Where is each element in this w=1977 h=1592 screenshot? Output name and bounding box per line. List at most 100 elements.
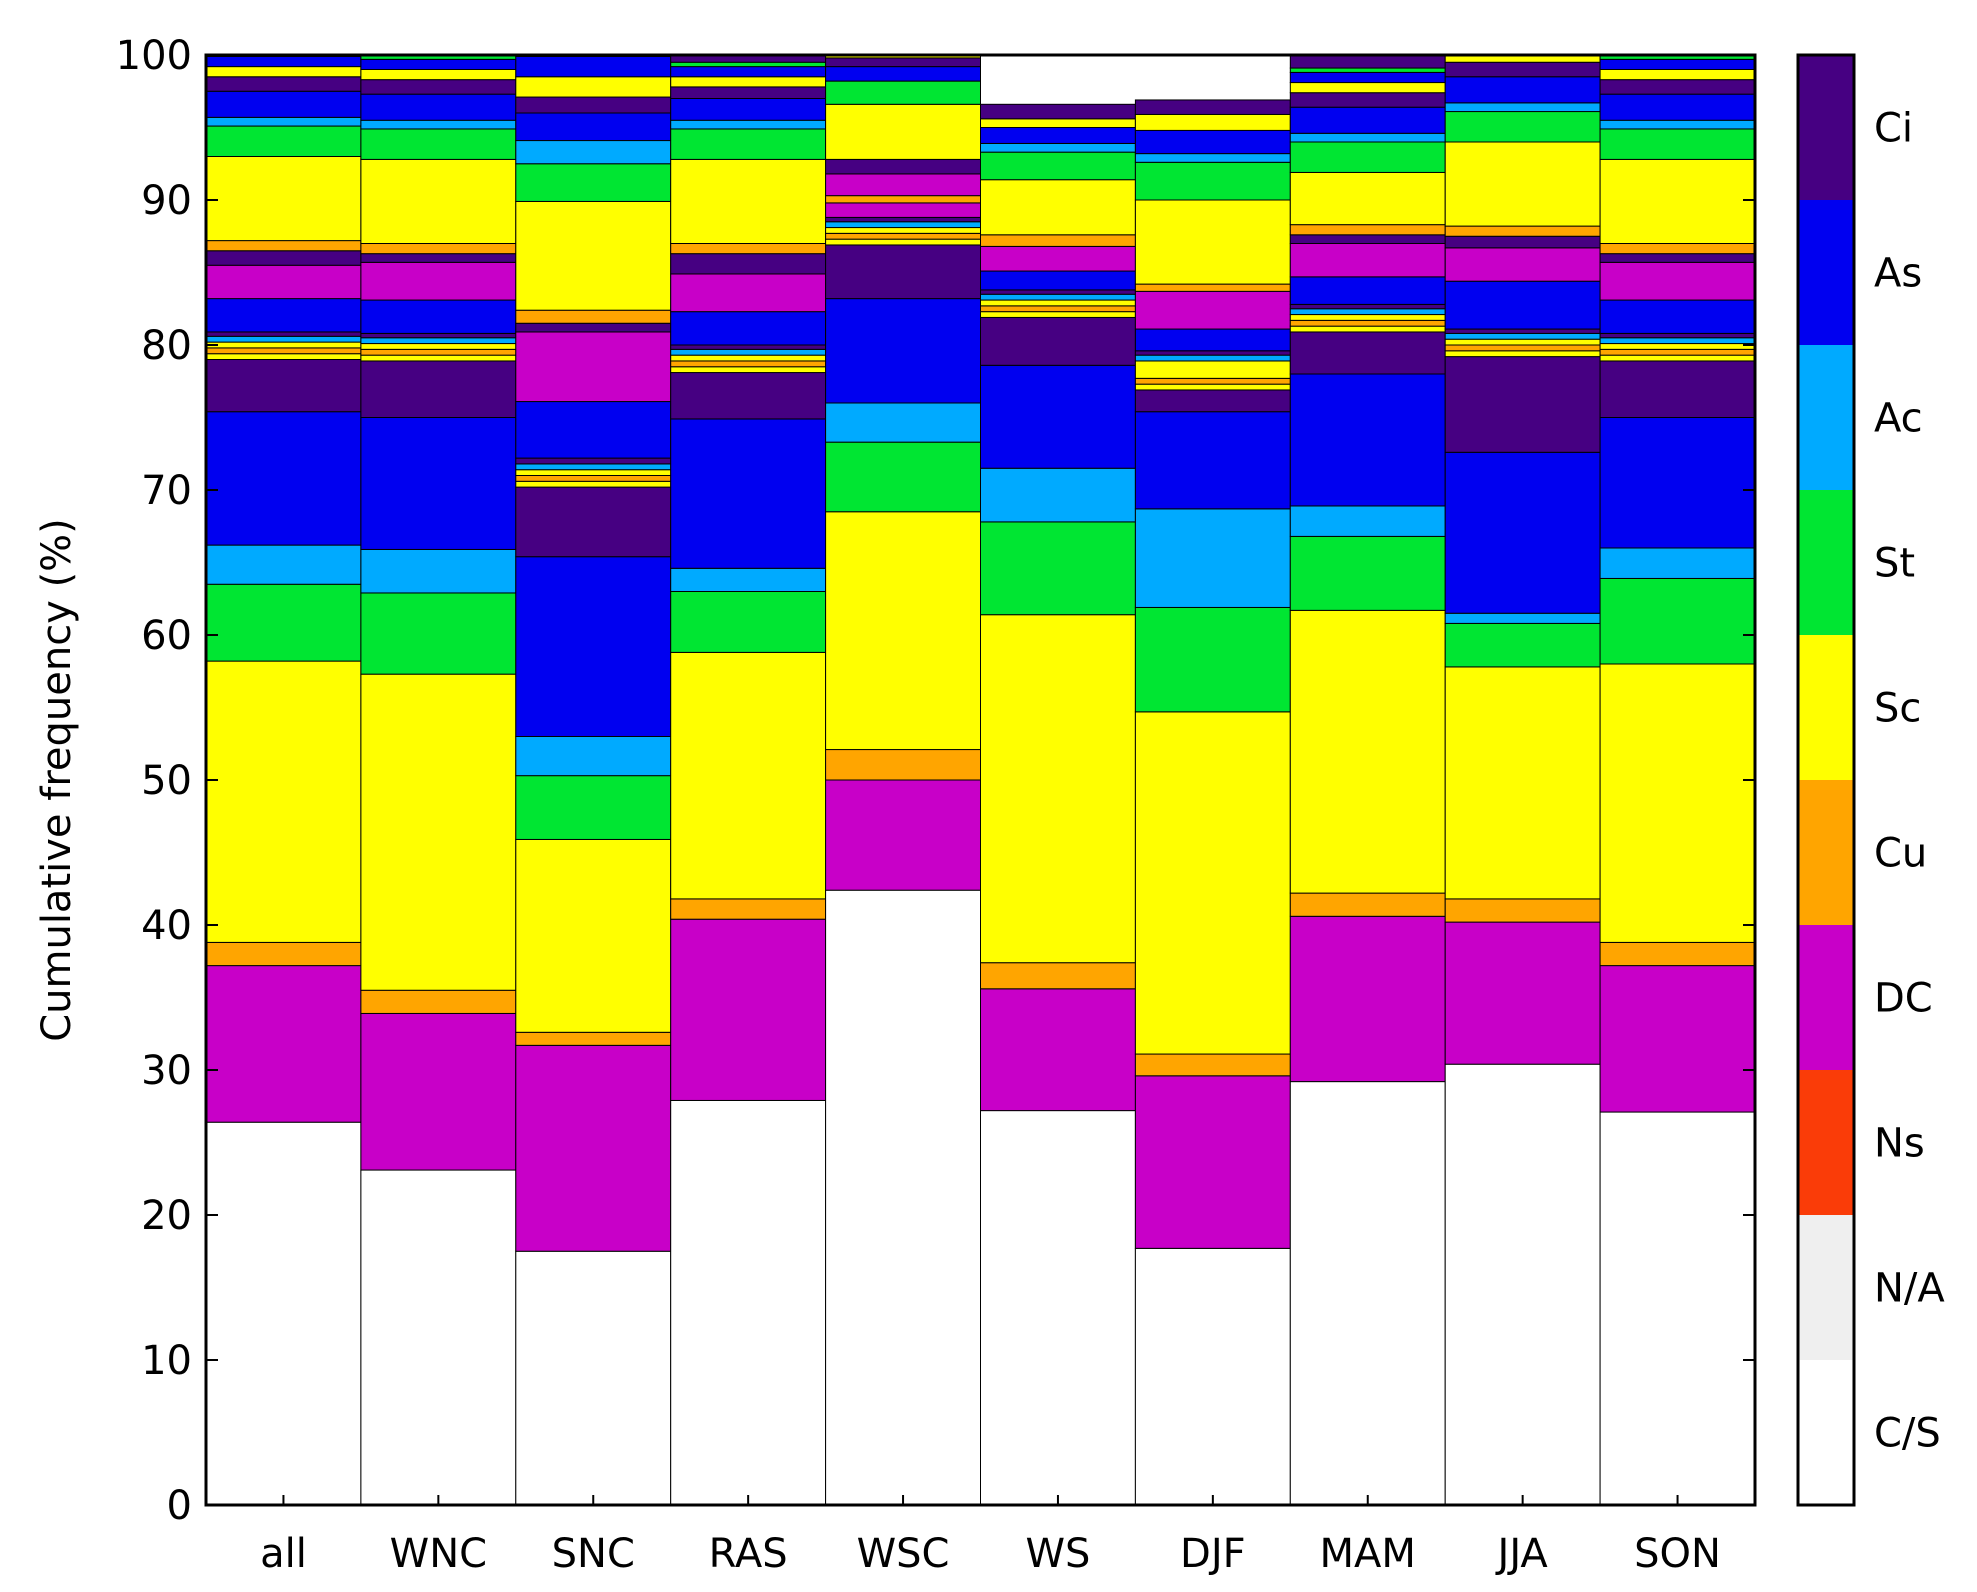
y-tick-label: 30 bbox=[141, 1048, 192, 1094]
bar-segment-as bbox=[1134, 129, 1291, 155]
bar-segment-as bbox=[1599, 58, 1756, 70]
bar-segment-as bbox=[825, 66, 981, 82]
bar-segment-ac bbox=[980, 142, 1136, 153]
bar-segment-ci bbox=[1134, 389, 1291, 413]
bar-segment-dc bbox=[1134, 290, 1291, 330]
bar-segment-st bbox=[1289, 141, 1446, 173]
x-tick-label: WNC bbox=[390, 1531, 487, 1577]
bar-segment-cu bbox=[360, 348, 517, 356]
bar-segment-as bbox=[1444, 451, 1601, 614]
legend-label: Ac bbox=[1874, 396, 1923, 442]
bar-djf bbox=[1134, 99, 1291, 1506]
bar-segment-ac bbox=[670, 119, 827, 130]
bar-segment-dc bbox=[825, 779, 981, 891]
bar-segment-sc bbox=[1134, 199, 1291, 285]
bar-segment-ci bbox=[825, 158, 981, 175]
bar-segment-ac bbox=[670, 567, 827, 592]
bar-segment-ci bbox=[1599, 360, 1756, 419]
bar-segment-sc bbox=[825, 227, 981, 234]
bar-segment-ci bbox=[1599, 332, 1756, 339]
legend-label: Ci bbox=[1874, 106, 1913, 152]
bar-segment-ac bbox=[1444, 332, 1601, 340]
bar-segment-cu bbox=[1444, 225, 1601, 237]
legend-label: Ns bbox=[1874, 1121, 1925, 1167]
bar-jja bbox=[1444, 54, 1601, 1506]
bar-segment-dc bbox=[1599, 261, 1756, 301]
bar-segment-sc bbox=[360, 673, 517, 991]
bar-segment-sc bbox=[515, 469, 672, 477]
bar-segment-cu bbox=[1599, 941, 1756, 967]
bar-segment-dc bbox=[1444, 247, 1601, 282]
bar-segment-ci bbox=[1444, 235, 1601, 249]
bar-segment-dc bbox=[825, 202, 981, 218]
bar-segment-sc bbox=[1289, 82, 1446, 94]
bar-segment-as bbox=[670, 98, 827, 121]
bar-segment-sc bbox=[980, 179, 1136, 236]
bar-segment-ac bbox=[1134, 508, 1291, 608]
bar-segment-dc bbox=[670, 918, 827, 1101]
bar-segment-as bbox=[515, 112, 672, 142]
bar-segment-sc bbox=[980, 299, 1136, 307]
legend-swatch-ac bbox=[1798, 345, 1854, 490]
bar-segment-sc bbox=[980, 614, 1136, 964]
bar-segment-sc bbox=[1134, 360, 1291, 379]
bar-segment-as bbox=[515, 55, 672, 78]
y-tick-label: 40 bbox=[141, 903, 192, 949]
legend-frame bbox=[1796, 53, 1856, 1507]
bar-segment-ci bbox=[670, 372, 827, 420]
bar-segment-as bbox=[360, 299, 517, 334]
y-tick-label: 10 bbox=[141, 1338, 192, 1384]
bar-segment-ac bbox=[1599, 547, 1756, 579]
bar-segment-ac bbox=[1134, 153, 1291, 163]
x-tick-label: WSC bbox=[857, 1531, 950, 1577]
bar-segment-cu bbox=[205, 240, 362, 252]
bar-segment-cu bbox=[1289, 319, 1446, 327]
bar-segment-cu bbox=[360, 243, 517, 255]
bar-segment-ac bbox=[670, 348, 827, 356]
bar-segment-sc bbox=[1444, 141, 1601, 227]
bar-segment-sc bbox=[205, 156, 362, 242]
bar-segment-c-s bbox=[1444, 1063, 1601, 1506]
bar-segment-st bbox=[670, 128, 827, 160]
bar-segment-cu bbox=[670, 243, 827, 255]
bar-all bbox=[205, 54, 362, 1506]
bar-segment-ac bbox=[1134, 354, 1291, 362]
bar-segment-sc bbox=[1599, 354, 1756, 362]
bar-segment-ci bbox=[360, 253, 517, 263]
x-tick-label: SNC bbox=[552, 1531, 635, 1577]
bar-segment-st bbox=[1599, 577, 1756, 665]
bar-segment-sc bbox=[1599, 69, 1756, 81]
legend-swatch-st bbox=[1798, 490, 1854, 635]
y-tick-label: 50 bbox=[141, 758, 192, 804]
bar-segment-as bbox=[980, 127, 1136, 144]
bar-segment-cu bbox=[825, 232, 981, 240]
y-tick-label: 70 bbox=[141, 468, 192, 514]
bar-segment-ci bbox=[515, 457, 672, 465]
bar-segment-cu bbox=[1444, 344, 1601, 352]
bar-segment-dc bbox=[205, 264, 362, 300]
bar-segment-as bbox=[1289, 71, 1446, 84]
x-tick-label: all bbox=[260, 1531, 307, 1577]
bar-segment-ci bbox=[205, 359, 362, 413]
bar-segment-as bbox=[1289, 373, 1446, 507]
bar-segment-ci bbox=[1599, 79, 1756, 95]
bar-segment-as bbox=[980, 364, 1136, 469]
bar-segment-as bbox=[670, 311, 827, 346]
bar-segment-as bbox=[980, 270, 1136, 291]
bar-segment-ci bbox=[1289, 54, 1446, 69]
bar-segment-sc bbox=[670, 354, 827, 362]
bar-segment-sc bbox=[360, 158, 517, 244]
bar-segment-st bbox=[980, 151, 1136, 181]
bar-segment-dc bbox=[980, 245, 1136, 272]
bar-segment-as bbox=[205, 298, 362, 333]
bar-segment-sc bbox=[205, 341, 362, 349]
bar-segment-cu bbox=[1134, 283, 1291, 292]
bar-segment-cu bbox=[515, 475, 672, 482]
bar-segment-ac bbox=[360, 337, 517, 345]
bar-segment-sc bbox=[825, 238, 981, 246]
x-tick-label: WS bbox=[1025, 1531, 1090, 1577]
bar-segment-dc bbox=[1289, 243, 1446, 278]
bar-segment-c-s bbox=[825, 889, 981, 1506]
bar-segment-as bbox=[515, 556, 672, 738]
bar-segment-ci bbox=[515, 322, 672, 333]
